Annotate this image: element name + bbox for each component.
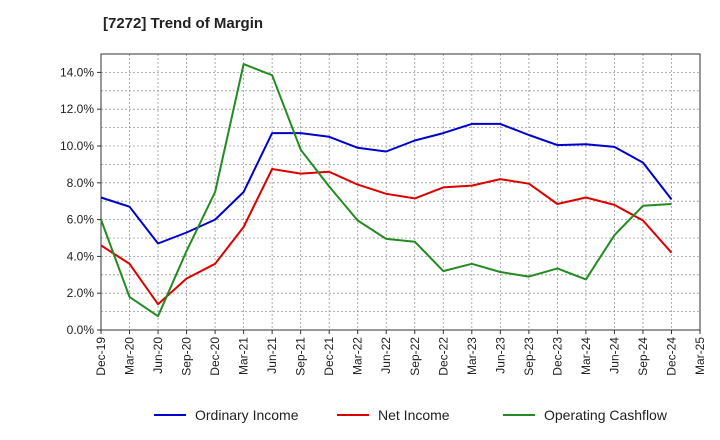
x-tick-label: Dec-22 bbox=[436, 337, 450, 376]
series-line-operating-cashflow bbox=[100, 63, 672, 318]
x-tick-label: Jun-22 bbox=[379, 337, 393, 374]
x-tick-label: Mar-25 bbox=[693, 337, 707, 375]
axis-layer: 0.0% 2.0% 4.0% 6.0% 8.0% 10.0% 12.0% 14.0% Dec-1… bbox=[60, 65, 707, 375]
y-tick-label: 0.0% bbox=[67, 323, 95, 337]
y-tick-label: 8.0% bbox=[67, 176, 95, 190]
x-tick-label: Mar-22 bbox=[351, 337, 365, 375]
y-tick-label: 2.0% bbox=[67, 286, 95, 300]
x-tick-label: Dec-24 bbox=[664, 337, 678, 376]
x-tick-label: Mar-21 bbox=[237, 337, 251, 375]
legend-label-net-income: Net Income bbox=[378, 407, 450, 423]
x-tick-label: Jun-20 bbox=[151, 337, 165, 374]
series-line-ordinary-income bbox=[100, 122, 673, 245]
legend: Ordinary Income Net Income Operating Cashf… bbox=[154, 407, 668, 423]
x-tick-label: Dec-21 bbox=[322, 337, 336, 376]
y-tick-label: 4.0% bbox=[67, 249, 95, 263]
x-tick-label: Mar-23 bbox=[465, 337, 479, 375]
x-tick-label: Sep-21 bbox=[294, 337, 308, 376]
y-tick-label: 12.0% bbox=[60, 102, 94, 116]
x-tick-label: Jun-21 bbox=[265, 337, 279, 374]
x-tick-label: Dec-20 bbox=[208, 337, 222, 376]
y-tick-label: 10.0% bbox=[60, 139, 94, 153]
y-tick-label: 6.0% bbox=[67, 213, 95, 227]
x-tick-label: Jun-24 bbox=[607, 337, 621, 374]
x-tick-label: Dec-19 bbox=[94, 337, 108, 376]
plot-frame bbox=[100, 53, 701, 331]
chart-title: [7272] Trend of Margin bbox=[103, 15, 264, 32]
legend-label-operating-cashflow: Operating Cashflow bbox=[544, 407, 668, 423]
x-tick-label: Mar-20 bbox=[123, 337, 137, 375]
x-tick-label: Mar-24 bbox=[579, 337, 593, 375]
grid-layer bbox=[101, 54, 700, 330]
x-tick-label: Sep-24 bbox=[636, 337, 650, 376]
series-layer bbox=[100, 63, 673, 318]
series-line-net-income bbox=[100, 168, 673, 306]
legend-label-ordinary-income: Ordinary Income bbox=[195, 407, 299, 423]
x-tick-label: Sep-22 bbox=[408, 337, 422, 376]
x-tick-label: Sep-23 bbox=[522, 337, 536, 376]
y-tick-label: 14.0% bbox=[60, 65, 94, 79]
x-tick-label: Dec-23 bbox=[550, 337, 564, 376]
x-tick-label: Jun-23 bbox=[493, 337, 507, 374]
x-tick-label: Sep-20 bbox=[180, 337, 194, 376]
